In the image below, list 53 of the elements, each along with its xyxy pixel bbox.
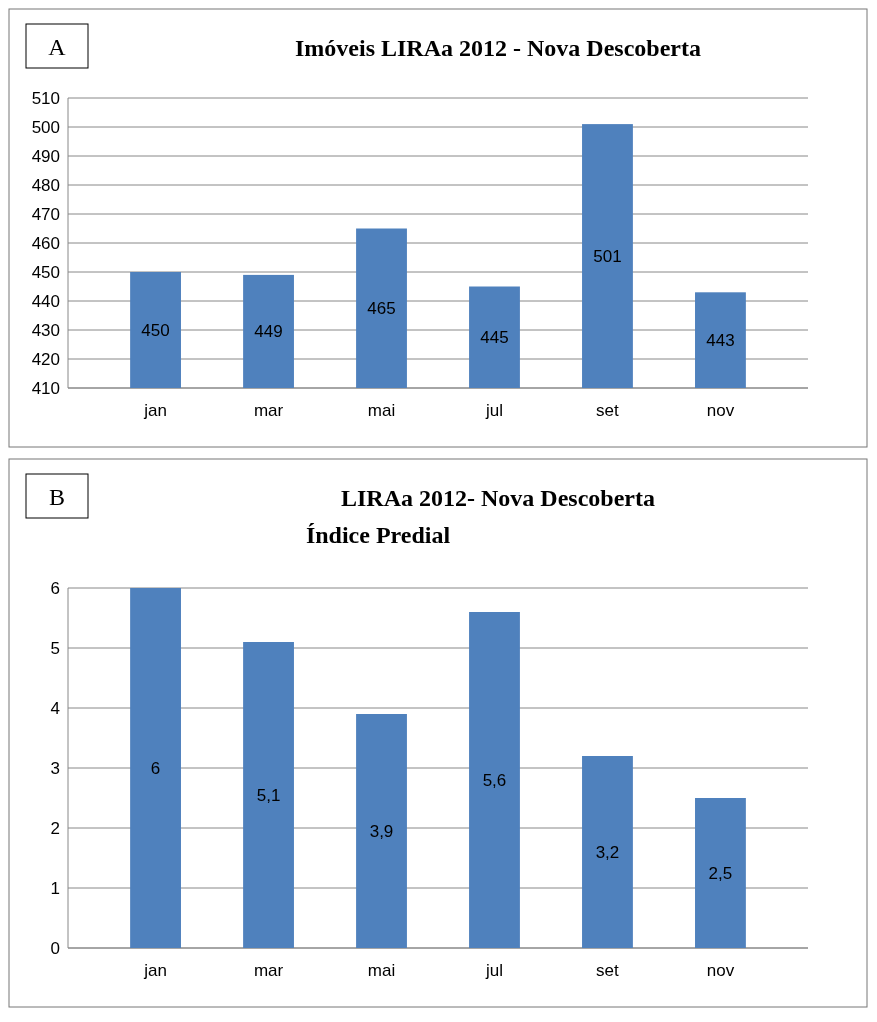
- x-tick-label: jan: [143, 401, 167, 420]
- bar: [695, 798, 746, 948]
- chart-title: LIRAa 2012- Nova Descoberta: [341, 485, 655, 511]
- y-tick-label: 510: [31, 88, 60, 108]
- data-label: 501: [593, 247, 622, 266]
- data-label: 450: [141, 320, 170, 340]
- data-label: 5,6: [482, 770, 507, 790]
- y-tick-label: 4: [50, 698, 60, 718]
- y-tick-label: 460: [31, 233, 60, 253]
- chart-subtitle: Índice Predial: [305, 522, 451, 548]
- bar: [130, 588, 181, 948]
- data-label: 2,5: [708, 863, 733, 883]
- text: B: [48, 484, 66, 510]
- x-tick-label: jan: [143, 961, 167, 980]
- bar: [243, 642, 294, 948]
- y-tick-label: 5: [50, 638, 60, 658]
- y-tick-label: 450: [31, 262, 60, 282]
- x-tick-label: mai: [367, 961, 396, 980]
- x-tick-label: nov: [706, 961, 735, 980]
- x-tick-label: mai: [367, 401, 396, 420]
- data-label: 449: [254, 322, 283, 342]
- data-label: 3,9: [369, 821, 394, 841]
- data-label: 5,1: [256, 785, 281, 805]
- y-tick-label: 0: [50, 938, 60, 958]
- y-tick-label: 440: [31, 291, 60, 311]
- data-label: 3,2: [595, 842, 620, 862]
- y-tick-label: 6: [50, 578, 60, 598]
- x-tick-label: mar: [253, 961, 284, 980]
- y-tick-label: 410: [31, 378, 60, 398]
- y-tick-label: 420: [31, 349, 60, 369]
- data-label: 445: [480, 328, 509, 348]
- x-tick-label: mar: [253, 401, 284, 420]
- y-tick-label: 3: [50, 758, 60, 778]
- y-tick-label: 430: [31, 320, 60, 340]
- y-tick-label: 490: [31, 146, 60, 166]
- y-tick-label: 1: [50, 878, 60, 898]
- data-label: 465: [367, 299, 396, 319]
- y-tick-label: 470: [31, 204, 60, 224]
- data-label: 6: [150, 758, 161, 778]
- bar: [582, 756, 633, 948]
- y-tick-label: 2: [50, 818, 60, 838]
- y-tick-label: 480: [31, 175, 60, 195]
- bar: [469, 612, 520, 948]
- x-tick-label: jul: [484, 401, 503, 420]
- x-tick-label: set: [596, 401, 620, 420]
- bar: [356, 714, 407, 948]
- x-tick-label: nov: [706, 401, 735, 420]
- y-tick-label: 500: [31, 117, 60, 137]
- text: A: [48, 34, 67, 60]
- x-tick-label: set: [596, 961, 620, 980]
- x-tick-label: jul: [484, 961, 503, 980]
- chart-title: Imóveis LIRAa 2012 - Nova Descoberta: [295, 35, 701, 61]
- data-label: 443: [706, 331, 735, 351]
